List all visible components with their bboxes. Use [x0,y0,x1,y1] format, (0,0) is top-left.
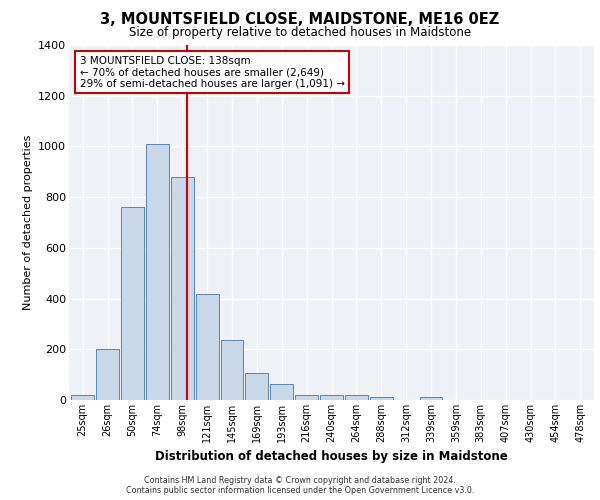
X-axis label: Distribution of detached houses by size in Maidstone: Distribution of detached houses by size … [155,450,508,464]
Bar [270,384,293,400]
Bar [345,395,368,400]
Bar [171,177,194,400]
Bar [245,374,268,400]
Bar [370,398,393,400]
Bar [146,144,169,400]
Text: Contains HM Land Registry data © Crown copyright and database right 2024.
Contai: Contains HM Land Registry data © Crown c… [126,476,474,495]
Text: Size of property relative to detached houses in Maidstone: Size of property relative to detached ho… [129,26,471,39]
Bar [96,350,119,400]
Bar [196,294,218,400]
Text: 3 MOUNTSFIELD CLOSE: 138sqm
← 70% of detached houses are smaller (2,649)
29% of : 3 MOUNTSFIELD CLOSE: 138sqm ← 70% of det… [79,56,344,89]
Bar [295,395,318,400]
Bar [71,395,94,400]
Bar [419,398,442,400]
Y-axis label: Number of detached properties: Number of detached properties [23,135,32,310]
Bar [320,395,343,400]
Bar [221,340,244,400]
Text: 3, MOUNTSFIELD CLOSE, MAIDSTONE, ME16 0EZ: 3, MOUNTSFIELD CLOSE, MAIDSTONE, ME16 0E… [100,12,500,28]
Bar [121,208,144,400]
